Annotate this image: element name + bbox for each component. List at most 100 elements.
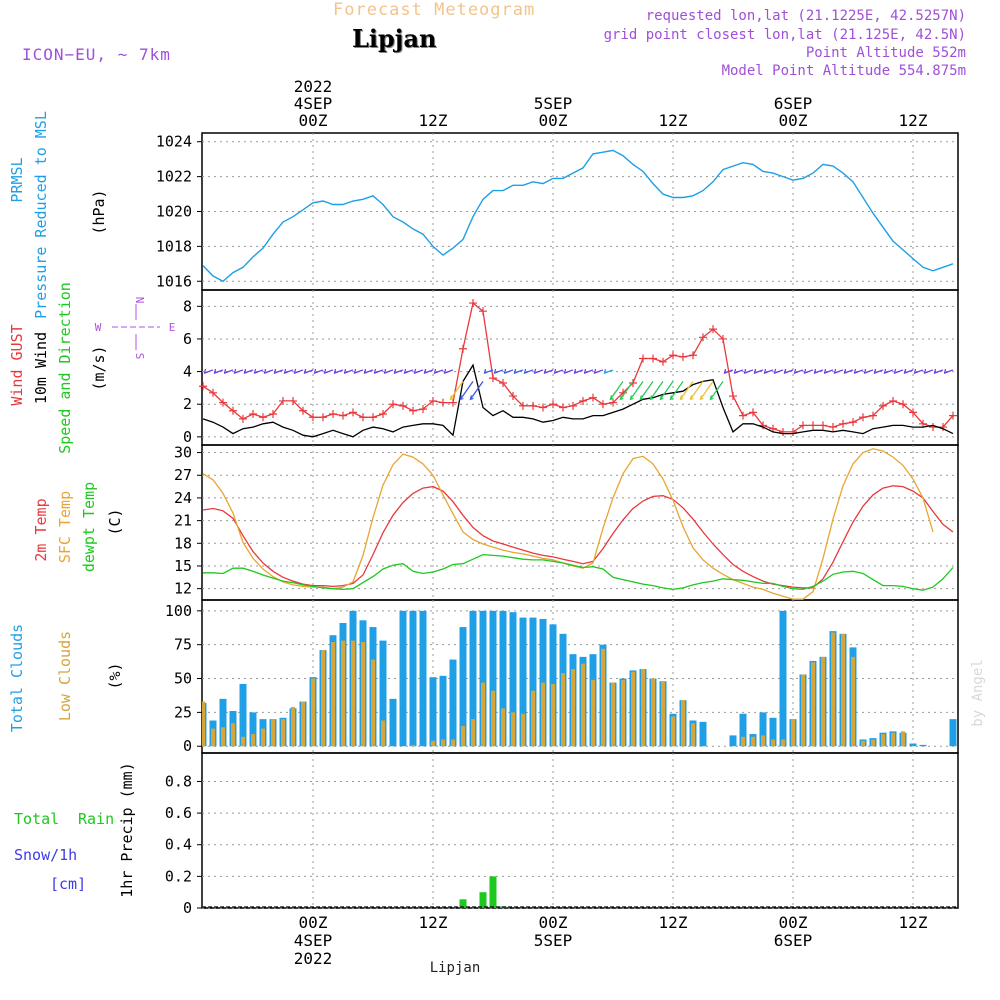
gust-marker bbox=[479, 307, 487, 316]
product-title: Forecast Meteogram bbox=[333, 0, 536, 20]
cloud-bar-low bbox=[601, 648, 605, 747]
y-tick-label: 50 bbox=[174, 670, 192, 688]
cloud-bar-low bbox=[801, 674, 805, 747]
cloud-bar-total bbox=[419, 610, 427, 747]
time-label-bottom: 5SEP bbox=[534, 931, 573, 950]
wind-arrow bbox=[619, 380, 634, 400]
y-tick-label: 0.2 bbox=[165, 867, 192, 885]
compass-e: E bbox=[169, 321, 176, 334]
gust-marker bbox=[909, 408, 917, 417]
y-tick-label: 0 bbox=[183, 428, 192, 446]
cloud-bar-low bbox=[501, 708, 505, 747]
cloud-bar-low bbox=[541, 682, 545, 747]
y-tick-label: 8 bbox=[183, 297, 192, 315]
gust-marker bbox=[309, 413, 317, 422]
wind-speed-line bbox=[202, 363, 954, 438]
y-tick-label: 0.8 bbox=[165, 772, 192, 790]
wind-arrow-head bbox=[293, 368, 298, 374]
wind-arrow-head bbox=[699, 395, 704, 401]
legend-cm: [cm] bbox=[50, 875, 86, 893]
cloud-bar-low bbox=[271, 719, 275, 747]
wind-arrow-head bbox=[243, 368, 248, 374]
panel-frame-1 bbox=[201, 289, 959, 446]
cloud-bar-low bbox=[741, 736, 745, 747]
cloud-bar-total bbox=[389, 698, 397, 747]
cloud-bar-low bbox=[631, 671, 635, 747]
wind-arrow-head bbox=[513, 368, 518, 374]
wind-arrow-head bbox=[563, 368, 568, 374]
gust-marker bbox=[869, 411, 877, 420]
gust-marker bbox=[469, 299, 477, 308]
wind-arrow bbox=[659, 380, 674, 400]
y-tick-label: 15 bbox=[174, 557, 192, 575]
ylabel-pct: (%) bbox=[106, 662, 124, 689]
gust-marker bbox=[749, 408, 757, 417]
wind-arrow-head bbox=[449, 395, 454, 401]
cloud-bar-low bbox=[871, 739, 875, 747]
wind-arrow-head bbox=[689, 395, 694, 401]
gust-marker bbox=[849, 418, 857, 427]
wind-arrow-head bbox=[203, 368, 208, 374]
cloud-bar-total bbox=[699, 721, 707, 747]
y-tick-label: 30 bbox=[174, 444, 192, 462]
compass-w: W bbox=[95, 321, 102, 334]
wind-arrow-head bbox=[543, 368, 548, 374]
cloud-bar-low bbox=[841, 633, 845, 747]
cloud-bar-total bbox=[479, 610, 487, 747]
cloud-bar-total bbox=[909, 743, 917, 747]
cloud-bar-low bbox=[411, 744, 415, 747]
wind-arrow-head bbox=[459, 395, 464, 401]
cloud-bar-low bbox=[281, 719, 285, 747]
time-label-top: 12Z bbox=[899, 111, 928, 130]
cloud-bar-low bbox=[291, 706, 295, 747]
wind-arrow-head bbox=[303, 368, 308, 374]
grid-point-coords: grid point closest lon,lat (21.125E, 42.… bbox=[603, 27, 966, 43]
ylabel-prmsl: PRMSL bbox=[8, 157, 26, 202]
ylabel-wind: 10m Wind bbox=[32, 332, 50, 404]
y-tick-label: 0 bbox=[183, 899, 192, 917]
ylabel-total-clouds: Total Clouds bbox=[8, 624, 26, 732]
wind-arrow-head bbox=[353, 368, 358, 374]
cloud-bar-low bbox=[251, 734, 255, 747]
cloud-bar-low bbox=[881, 734, 885, 747]
wind-arrow-head bbox=[733, 368, 738, 374]
ylabel-direction: Speed and Direction bbox=[56, 282, 74, 454]
cloud-bar-total bbox=[439, 675, 447, 747]
wind-arrow-head bbox=[313, 368, 318, 374]
y-tick-label: 18 bbox=[174, 534, 192, 552]
gust-marker bbox=[819, 421, 827, 430]
gust-marker bbox=[529, 401, 537, 410]
gust-marker bbox=[879, 401, 887, 410]
wind-arrow-head bbox=[893, 368, 898, 374]
gust-marker bbox=[319, 413, 327, 422]
gust-marker bbox=[199, 382, 207, 391]
ylabel-dewpt: dewpt Temp bbox=[80, 482, 98, 572]
gust-marker bbox=[219, 398, 227, 407]
gust-marker bbox=[739, 411, 747, 420]
wind-arrow-head bbox=[383, 368, 388, 374]
y-tick-label: 6 bbox=[183, 330, 192, 348]
wind-arrow-head bbox=[723, 368, 728, 374]
cloud-bar-low bbox=[521, 713, 525, 747]
wind-arrow bbox=[689, 380, 704, 400]
time-label-bottom: 4SEP bbox=[294, 931, 333, 950]
cloud-bar-low bbox=[471, 719, 475, 747]
cloud-bar-low bbox=[441, 739, 445, 747]
pressure-line bbox=[202, 149, 954, 283]
gust-marker bbox=[759, 421, 767, 430]
cloud-bar-total bbox=[489, 610, 497, 747]
wind-arrow-head bbox=[533, 368, 538, 374]
y-tick-label: 12 bbox=[174, 580, 192, 598]
cloud-bar-low bbox=[241, 736, 245, 747]
wind-arrow-head bbox=[523, 368, 528, 374]
gust-marker bbox=[549, 400, 557, 409]
cloud-bar-low bbox=[681, 700, 685, 747]
gust-marker bbox=[889, 396, 897, 405]
cloud-bar-low bbox=[301, 701, 305, 747]
gust-marker bbox=[659, 357, 667, 366]
gust-marker bbox=[489, 374, 497, 383]
gust-marker bbox=[229, 406, 237, 415]
gust-marker bbox=[259, 413, 267, 422]
